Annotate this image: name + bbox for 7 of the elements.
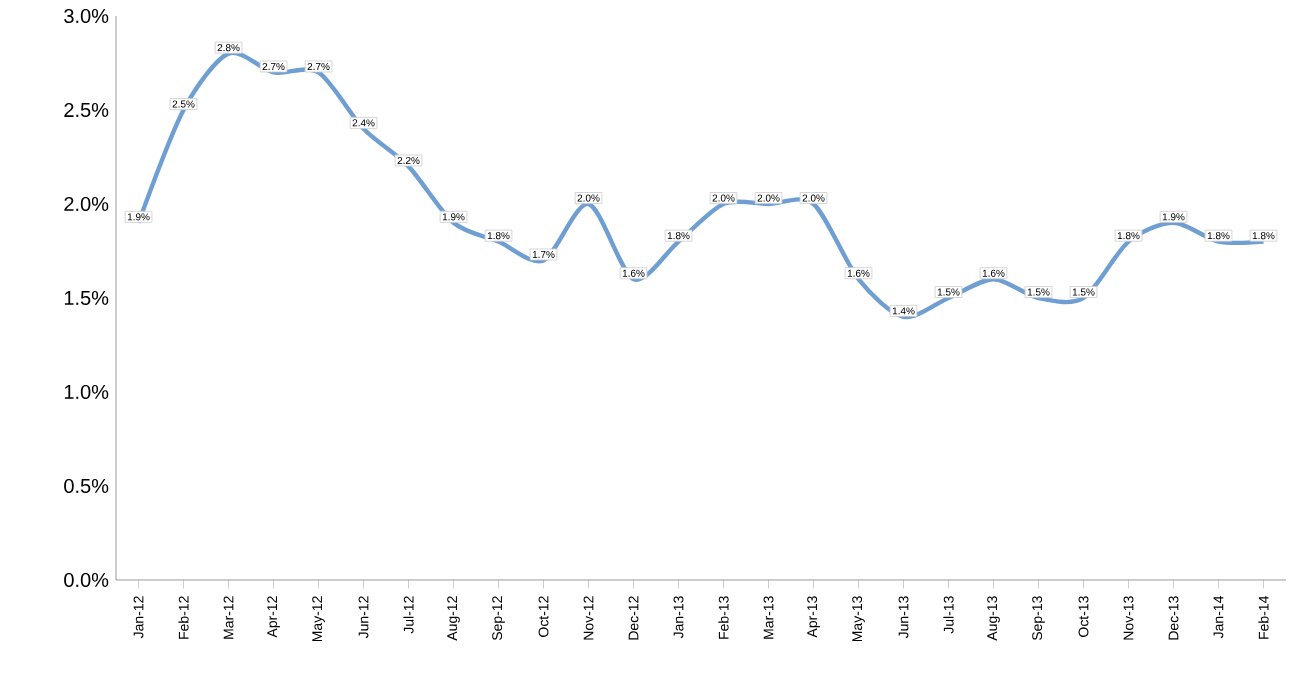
y-tick-label: 0.0% xyxy=(64,572,109,588)
y-tick-label: 1.5% xyxy=(64,290,109,306)
y-tick-label: 0.5% xyxy=(64,478,109,494)
y-tick-label: 1.0% xyxy=(64,384,109,400)
y-tick-label: 2.5% xyxy=(64,102,109,118)
y-tick-label: 3.0% xyxy=(64,8,109,24)
y-tick-label: 2.0% xyxy=(64,196,109,212)
